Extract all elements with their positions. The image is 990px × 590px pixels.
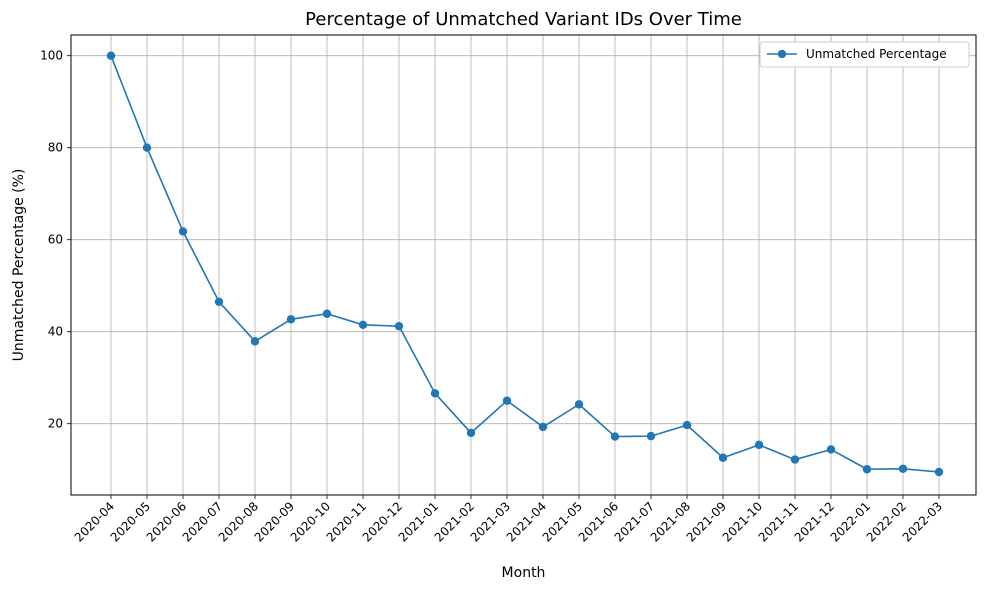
- data-point: [358, 320, 368, 329]
- data-point: [322, 309, 332, 318]
- data-point: [142, 143, 152, 152]
- y-tick-label: 40: [48, 325, 63, 339]
- data-point: [898, 464, 908, 473]
- y-tick-label: 20: [48, 417, 63, 431]
- data-point: [178, 227, 188, 236]
- data-point: [862, 465, 872, 474]
- data-point: [718, 453, 728, 462]
- data-point: [682, 420, 692, 430]
- chart-title: Percentage of Unmatched Variant IDs Over…: [305, 9, 742, 30]
- data-point: [574, 400, 584, 409]
- data-point: [250, 337, 260, 346]
- legend-label: Unmatched Percentage: [806, 47, 947, 61]
- data-point: [538, 422, 548, 432]
- data-point: [106, 51, 116, 60]
- data-point: [754, 440, 764, 450]
- y-tick-label: 80: [48, 141, 63, 155]
- data-point: [430, 389, 440, 398]
- data-point: [286, 315, 296, 324]
- x-axis-label: Month: [502, 565, 546, 581]
- plot-area: [70, 34, 977, 496]
- legend-box: [759, 41, 970, 68]
- series-line: [110, 55, 940, 473]
- data-point: [394, 321, 404, 331]
- y-tick-label: 100: [40, 49, 63, 63]
- y-axis-label: Unmatched Percentage (%): [11, 169, 27, 362]
- data-point: [934, 467, 944, 477]
- legend-marker-swatch: [777, 49, 787, 59]
- data-point: [214, 297, 224, 306]
- y-tick-label: 60: [48, 233, 63, 247]
- data-point: [790, 455, 800, 464]
- data-point: [646, 431, 656, 441]
- data-point: [466, 428, 476, 438]
- data-point: [502, 396, 512, 405]
- data-point: [826, 445, 836, 454]
- data-point: [610, 432, 620, 441]
- legend: Unmatched Percentage: [759, 41, 970, 68]
- series-layer: [106, 51, 944, 477]
